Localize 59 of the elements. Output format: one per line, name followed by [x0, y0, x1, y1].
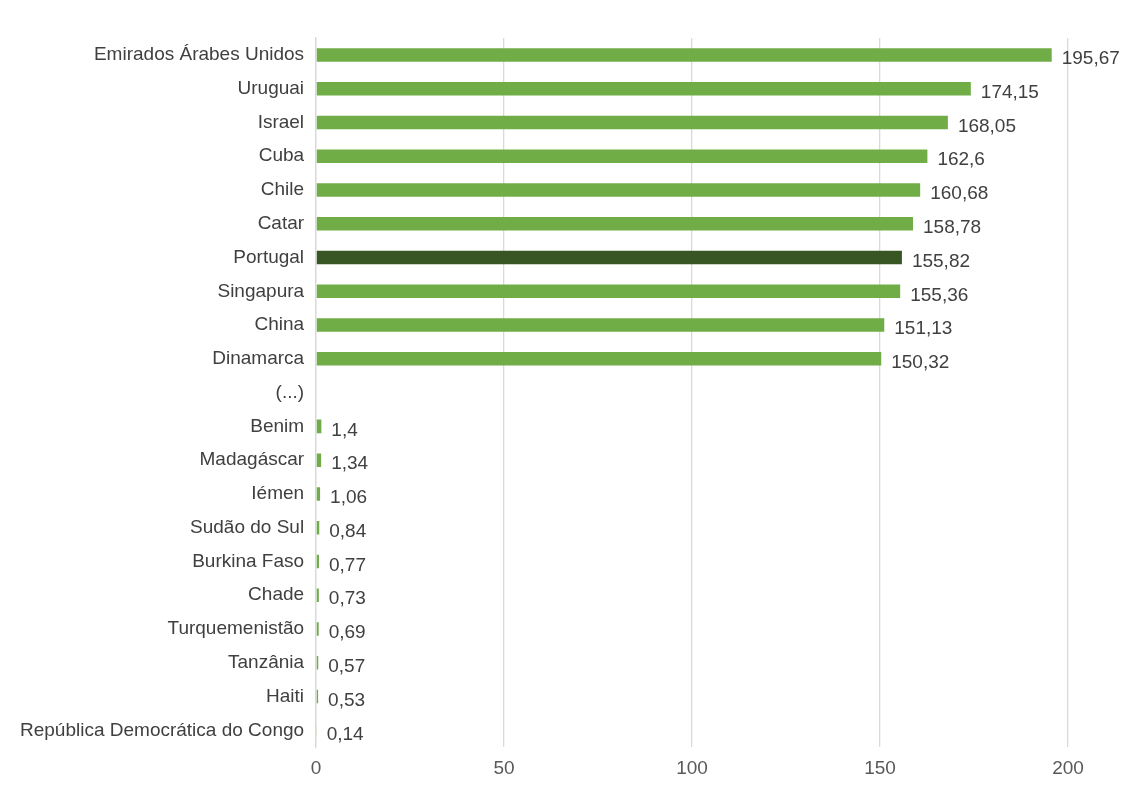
data-label: 1,4: [331, 418, 359, 440]
data-label: 0,84: [329, 519, 367, 541]
y-tick-label: Madagáscar: [199, 448, 305, 470]
data-label: 160,68: [930, 182, 989, 204]
bar: [316, 81, 971, 96]
y-tick-label: Chile: [260, 178, 305, 200]
y-tick-label: Dinamarca: [212, 347, 305, 369]
bar: [316, 115, 948, 130]
y-tick-label: Chade: [248, 583, 305, 605]
x-tick-label: 100: [676, 756, 708, 778]
data-label: 0,14: [326, 722, 365, 744]
bar: [316, 48, 1052, 62]
y-tick-label: Turquemenistão: [167, 617, 305, 639]
data-label: 0,73: [328, 587, 366, 609]
data-label: 158,78: [923, 215, 982, 237]
data-label: 168,05: [957, 114, 1017, 136]
y-tick-label: Emirados Árabes Unidos: [93, 43, 305, 65]
y-tick-label: (...): [275, 380, 305, 402]
y-tick-label: Tanzânia: [228, 651, 305, 673]
bar: [316, 487, 321, 501]
data-label: 195,67: [1061, 47, 1120, 69]
data-label: 1,06: [330, 486, 368, 508]
data-label: 0,69: [328, 621, 366, 643]
bar: [316, 183, 921, 197]
y-tick-label: Burkina Faso: [192, 549, 305, 571]
x-tick-label: 0: [310, 756, 322, 778]
y-tick-label: Iémen: [251, 482, 305, 504]
x-tick-label: 200: [1052, 756, 1084, 778]
y-tick-label: Cuba: [258, 144, 305, 166]
bar: [316, 149, 928, 163]
bar: [316, 216, 914, 231]
y-tick-label: Singapura: [217, 279, 305, 301]
x-tick-label: 150: [864, 756, 896, 778]
y-tick-label: Sudão do Sul: [190, 515, 305, 537]
data-label: 155,36: [910, 283, 969, 305]
y-tick-label: Uruguai: [237, 76, 305, 98]
y-tick-label: Benim: [250, 414, 305, 436]
y-tick-label: Portugal: [233, 245, 305, 267]
data-label: 174,15: [980, 80, 1039, 102]
bar: [316, 284, 901, 299]
y-tick-label: Catar: [257, 211, 305, 233]
data-label: 150,32: [891, 351, 950, 373]
data-label: 151,13: [894, 317, 953, 339]
y-tick-label: China: [254, 313, 305, 335]
bar: [316, 318, 885, 332]
data-label: 1,34: [331, 452, 369, 474]
y-tick-label: República Democrática do Congo: [19, 718, 305, 740]
bar: [316, 250, 902, 265]
data-label: 0,53: [328, 688, 366, 710]
bar: [316, 588, 319, 602]
bar: [316, 453, 322, 467]
data-label: 155,82: [911, 249, 971, 271]
y-tick-label: Israel: [257, 110, 305, 132]
data-label: 162,6: [937, 148, 985, 170]
data-label: 0,57: [328, 655, 366, 677]
data-label: 0,77: [328, 553, 366, 575]
x-tick-label: 50: [493, 756, 515, 778]
y-tick-label: Haiti: [266, 684, 305, 706]
bar: [316, 352, 882, 366]
